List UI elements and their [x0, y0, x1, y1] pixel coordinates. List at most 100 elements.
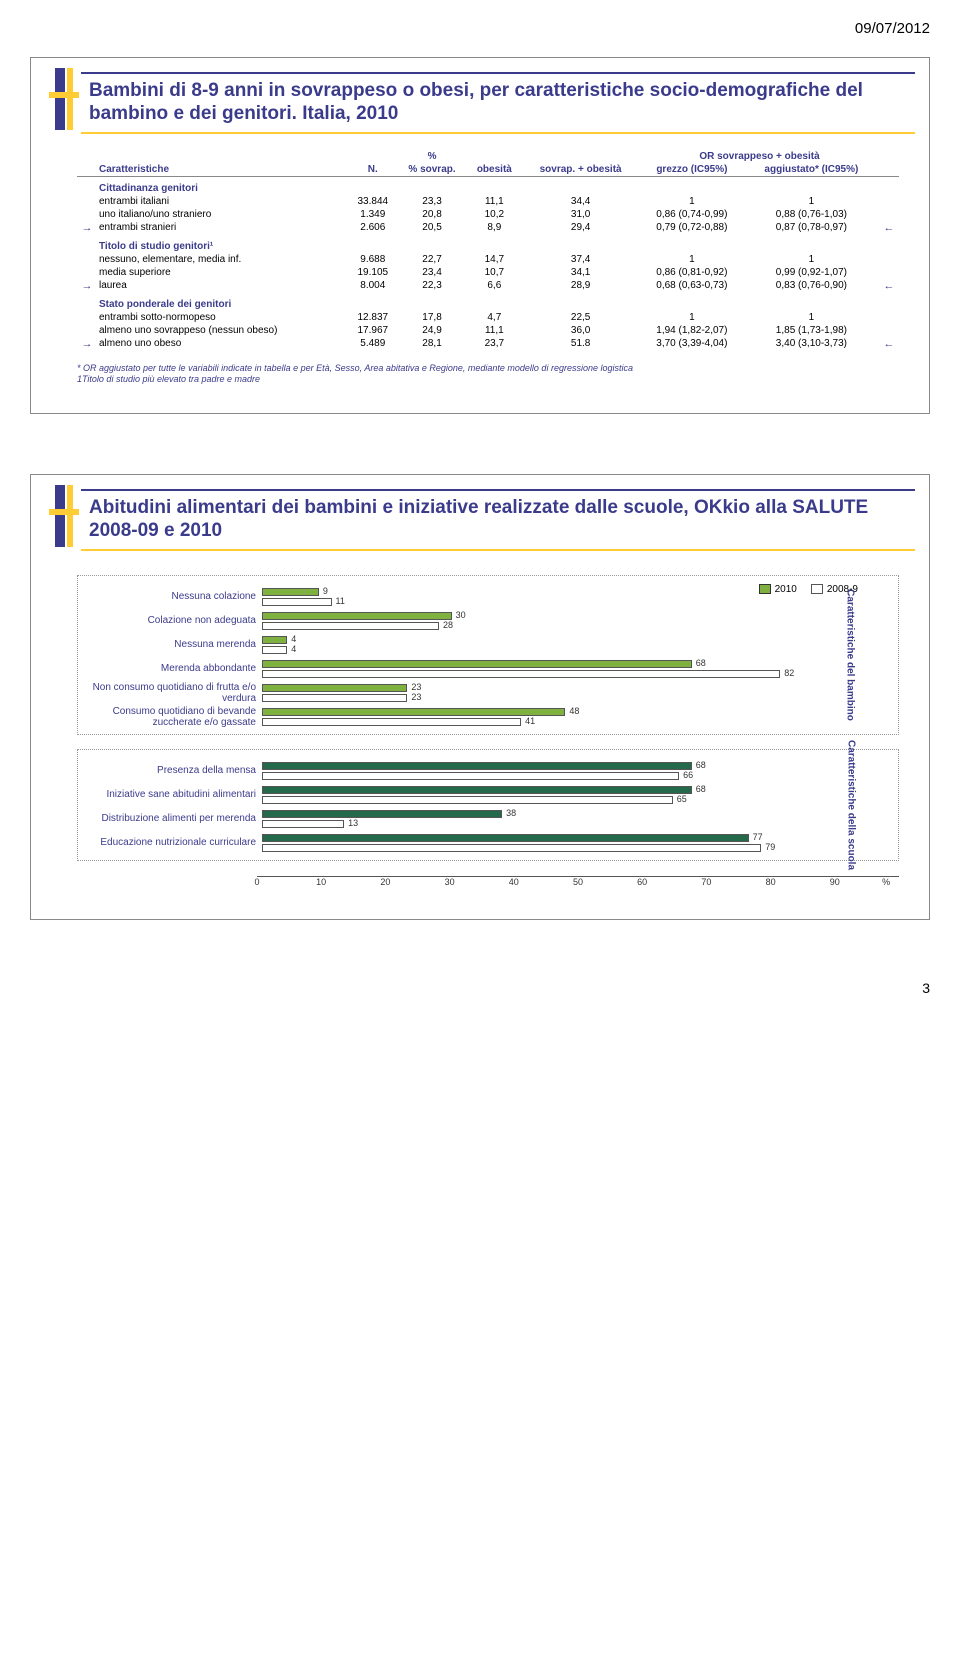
axis-tick: 40 [509, 877, 519, 887]
bar-2008 [262, 718, 521, 726]
hdr-or1: grezzo (IC95%) [640, 163, 744, 177]
page-date: 09/07/2012 [30, 20, 930, 37]
title-bar-1: Bambini di 8-9 anni in sovrappeso o obes… [45, 72, 915, 134]
bar-2010 [262, 588, 319, 596]
hdr-or-group: OR sovrappeso + obesità [640, 150, 879, 163]
bar-value: 38 [506, 808, 516, 818]
row-label: entrambi sotto-normopeso [97, 311, 349, 324]
cell-tot: 36,0 [521, 324, 640, 337]
axis-tick: 30 [445, 877, 455, 887]
cell-or1: 3,70 (3,39-4,04) [640, 337, 744, 351]
bar-value: 30 [456, 610, 466, 620]
bar-value: 11 [336, 596, 345, 606]
row-label: nessuno, elementare, media inf. [97, 253, 349, 266]
cell-n: 33.844 [349, 195, 397, 208]
cell-n: 1.349 [349, 208, 397, 221]
cell-ob: 11,1 [467, 324, 521, 337]
cell-tot: 22,5 [521, 311, 640, 324]
bar-value: 48 [569, 706, 579, 716]
arrow-left-icon: ← [884, 280, 895, 292]
bar-value: 79 [765, 842, 775, 852]
bar-2008 [262, 694, 407, 702]
cell-or2: 0,99 (0,92-1,07) [744, 266, 879, 279]
cell-ob: 10,2 [467, 208, 521, 221]
cell-or1: 1,94 (1,82-2,07) [640, 324, 744, 337]
bar-value: 68 [696, 784, 706, 794]
cell-or2: 1,85 (1,73-1,98) [744, 324, 879, 337]
cell-or1: 1 [640, 195, 744, 208]
cell-n: 17.967 [349, 324, 397, 337]
cell-sov: 24,9 [397, 324, 468, 337]
axis-tick: 80 [766, 877, 776, 887]
slide-1-title: Bambini di 8-9 anni in sovrappeso o obes… [81, 72, 915, 134]
bar-2010 [262, 786, 692, 794]
bar-2010 [262, 660, 692, 668]
cell-ob: 6,6 [467, 279, 521, 293]
bar-value: 4 [291, 634, 296, 644]
row-label: almeno uno sovrappeso (nessun obeso) [97, 324, 349, 337]
cell-sov: 23,4 [397, 266, 468, 279]
bar-2008 [262, 670, 780, 678]
cell-n: 2.606 [349, 221, 397, 235]
bar-value: 66 [683, 770, 693, 780]
chart-b: Caratteristiche della scuola Presenza de… [77, 749, 899, 861]
slide-2: Abitudini alimentari dei bambini e inizi… [30, 474, 930, 920]
cell-or2: 0,87 (0,78-0,97) [744, 221, 879, 235]
bar-row: Non consumo quotidiano di frutta e/o ver… [82, 682, 894, 706]
cell-or1: 0,68 (0,63-0,73) [640, 279, 744, 293]
cell-or1: 0,86 (0,74-0,99) [640, 208, 744, 221]
bar-value: 4 [291, 644, 296, 654]
row-label: laurea [97, 279, 349, 293]
row-label: entrambi stranieri [97, 221, 349, 235]
hdr-or2: aggiustato* (IC95%) [744, 163, 879, 177]
axis-unit: % [882, 877, 890, 887]
cell-sov: 28,1 [397, 337, 468, 351]
bar-value: 41 [525, 716, 535, 726]
arrow-right-icon: → [82, 280, 93, 292]
chart-axis: 0102030405060708090% [77, 875, 899, 891]
bar-label: Distribuzione alimenti per merenda [82, 814, 262, 825]
row-label: almeno uno obeso [97, 337, 349, 351]
cell-tot: 29,4 [521, 221, 640, 235]
bar-2010 [262, 762, 692, 770]
cell-n: 5.489 [349, 337, 397, 351]
axis-tick: 10 [316, 877, 326, 887]
bar-2010 [262, 834, 749, 842]
bar-value: 23 [411, 682, 421, 692]
axis-tick: 20 [380, 877, 390, 887]
cell-sov: 17,8 [397, 311, 468, 324]
arrow-right-icon: → [82, 222, 93, 234]
cell-ob: 8,9 [467, 221, 521, 235]
cell-ob: 11,1 [467, 195, 521, 208]
bar-label: Nessuna colazione [82, 592, 262, 603]
arrow-left-icon: ← [884, 222, 895, 234]
hdr-n: N. [349, 163, 397, 177]
bar-2008 [262, 598, 332, 606]
hdr-carat: Caratteristiche [97, 163, 349, 177]
bar-label: Nessuna merenda [82, 640, 262, 651]
cell-tot: 37,4 [521, 253, 640, 266]
hdr-pct: % [397, 150, 468, 163]
cell-sov: 20,5 [397, 221, 468, 235]
bar-value: 77 [753, 832, 763, 842]
title-bar-2: Abitudini alimentari dei bambini e inizi… [45, 489, 915, 551]
bar-row: Colazione non adeguata3028 [82, 610, 894, 634]
bar-2008 [262, 844, 761, 852]
bar-2010 [262, 612, 452, 620]
cell-or1: 1 [640, 311, 744, 324]
title-icon [45, 489, 81, 551]
bar-label: Colazione non adeguata [82, 616, 262, 627]
cell-ob: 10,7 [467, 266, 521, 279]
bar-value: 68 [696, 760, 706, 770]
bar-label: Educazione nutrizionale curriculare [82, 838, 262, 849]
cell-tot: 31,0 [521, 208, 640, 221]
bar-value: 23 [411, 692, 421, 702]
bar-row: Merenda abbondante6882 [82, 658, 894, 682]
chart-a: 2010 2008-9 Caratteristiche del bambino … [77, 575, 899, 735]
cell-ob: 4,7 [467, 311, 521, 324]
bar-2008 [262, 772, 679, 780]
bar-row: Presenza della mensa6866 [82, 760, 894, 784]
cell-or2: 3,40 (3,10-3,73) [744, 337, 879, 351]
cell-tot: 28,9 [521, 279, 640, 293]
bar-value: 13 [348, 818, 358, 828]
